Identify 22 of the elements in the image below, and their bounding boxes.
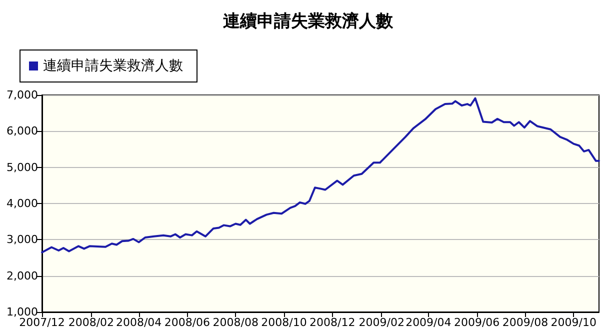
x-tick-label: 2009/08 [502,316,548,329]
y-tick-label: 7,000 [6,88,38,102]
x-tick-label: 2008/12 [310,316,356,329]
legend-label: 連續申請失業救濟人數 [43,58,183,74]
x-tick-label: 2009/04 [406,316,452,329]
x-tick-label: 2009/10 [550,316,596,329]
y-tick-label: 6,000 [6,124,38,138]
y-tick-label: 3,000 [6,233,38,246]
y-tick-label: 5,000 [6,160,38,174]
x-tick-label: 2008/04 [116,316,162,329]
line-series [41,97,600,254]
y-tick-label: 1,000 [6,306,38,318]
y-tick-label: 4,000 [6,197,38,210]
x-tick-label: 2008/02 [68,316,114,329]
x-tick-label: 2009/02 [358,316,404,329]
x-tick-label: 2007/12 [19,316,65,329]
x-tick-label: 2009/06 [454,316,500,329]
x-tick-label: 2008/06 [164,316,210,329]
x-tick-label: 2008/10 [261,316,307,329]
y-tick-label: 2,000 [6,269,38,282]
x-tick-label: 2008/08 [212,316,258,329]
chart-title: 連續申請失業救濟人數 [223,12,394,32]
